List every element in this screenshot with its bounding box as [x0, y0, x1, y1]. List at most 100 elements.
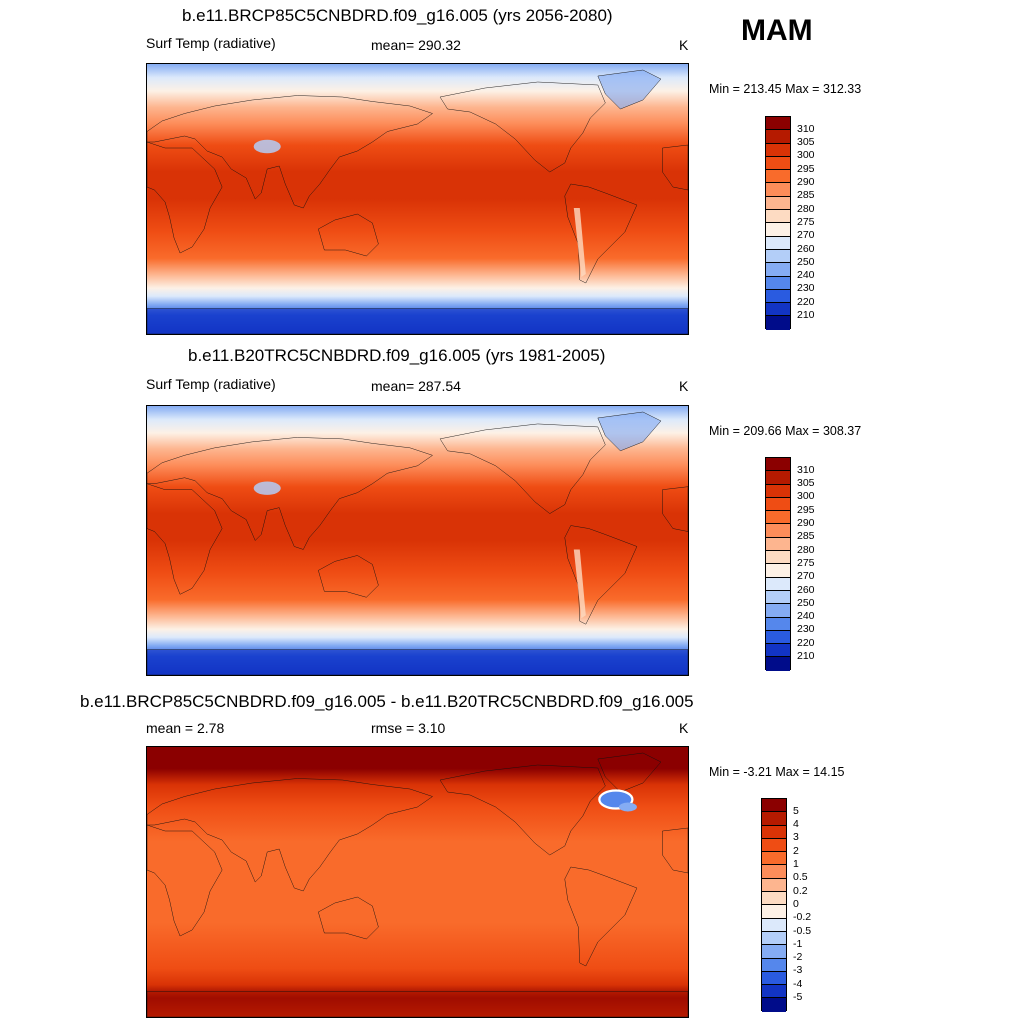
coastline	[565, 867, 637, 966]
colorbar-swatch	[766, 630, 790, 645]
panel-2-variable-label: Surf Temp (radiative)	[146, 376, 276, 392]
colorbar-tick-label: -0.2	[793, 911, 812, 924]
colorbar-swatch	[766, 511, 790, 525]
andes-cool-region	[573, 208, 586, 277]
ocean-field	[147, 64, 688, 334]
coastline	[662, 487, 688, 532]
panel-2-map	[146, 405, 689, 676]
colorbar-swatch	[766, 577, 790, 591]
colorbar-swatch	[766, 644, 790, 658]
panel-1-mean-label: mean= 290.32	[371, 37, 461, 53]
panel-3-mean-label: mean = 2.78	[146, 720, 225, 736]
colorbar-tick-label: 280	[797, 202, 815, 215]
panel-1-title: b.e11.BRCP85C5CNBDRD.f09_g16.005 (yrs 20…	[182, 6, 613, 25]
colorbar-swatch	[762, 865, 786, 879]
panel-3-rmse-label: rmse = 3.10	[371, 720, 446, 736]
colorbar-tick-label: 285	[797, 530, 815, 543]
north-atlantic-cooling-region	[618, 802, 637, 812]
colorbar-tick-label: 240	[797, 610, 815, 623]
colorbar-tick-label: 275	[797, 556, 815, 569]
colorbar-swatch	[766, 604, 790, 618]
colorbar-tick-label: 220	[797, 295, 815, 308]
colorbar-swatch	[766, 143, 790, 157]
colorbar-tick-label: 0.2	[793, 884, 808, 897]
tibetan-plateau-cold-region	[253, 139, 281, 154]
ocean-field	[147, 747, 688, 1017]
panel-3-map	[146, 746, 689, 1018]
coastline	[440, 82, 605, 172]
colorbar-swatch	[766, 524, 790, 538]
panel-2-units: K	[679, 378, 689, 394]
colorbar-swatch	[766, 170, 790, 184]
colorbar-tick-label: 290	[797, 517, 815, 529]
colorbar-tick-label: 220	[797, 636, 815, 649]
colorbar-tick-label: 210	[797, 309, 815, 321]
colorbar-swatch	[762, 799, 786, 813]
coastline	[147, 825, 222, 936]
colorbar-tick-label: 310	[797, 463, 815, 476]
colorbar-swatch	[762, 812, 786, 826]
colorbar-tick-label: 275	[797, 215, 815, 228]
panel-2-minmax: Min = 209.66 Max = 308.37	[709, 424, 862, 438]
colorbar-tick-label: 300	[797, 149, 815, 162]
colorbar-tick-label: 0	[793, 897, 799, 910]
coastline	[318, 214, 378, 256]
panel-2-mean-label: mean= 287.54	[371, 378, 461, 394]
colorbar-swatch	[766, 156, 790, 171]
colorbar-tick-label: 230	[797, 282, 815, 295]
colorbar-swatch	[766, 223, 790, 237]
colorbar-swatch	[766, 249, 790, 264]
colorbar-swatch	[766, 590, 790, 605]
coastline	[440, 424, 605, 514]
panel-1-variable-label: Surf Temp (radiative)	[146, 35, 276, 51]
coastline	[147, 437, 433, 549]
colorbar-swatch	[762, 998, 786, 1012]
colorbar-tick-label: -3	[793, 964, 803, 977]
colorbar-tick-label: 260	[797, 583, 815, 596]
panel-3-minmax: Min = -3.21 Max = 14.15	[709, 765, 845, 779]
colorbar-swatch	[762, 878, 786, 893]
coastline	[440, 765, 605, 855]
colorbar-tick-label: -1	[793, 937, 803, 950]
colorbar-tick-label: 300	[797, 490, 815, 503]
coastline	[598, 753, 661, 792]
coastline	[147, 992, 688, 1017]
colorbar-tick-label: 240	[797, 269, 815, 282]
colorbar-tick-label: 230	[797, 623, 815, 636]
colorbar-swatch	[762, 905, 786, 919]
colorbar-swatch	[762, 958, 786, 972]
colorbar-swatch	[762, 985, 786, 999]
colorbar-tick-label: -4	[793, 977, 803, 990]
colorbar-tick-label: 2	[793, 844, 799, 857]
colorbar-swatch	[762, 838, 786, 853]
panel-1-minmax: Min = 213.45 Max = 312.33	[709, 82, 862, 96]
colorbar-tick-label: 270	[797, 229, 815, 242]
colorbar-swatch	[766, 276, 790, 290]
coastline	[565, 526, 637, 625]
colorbar-swatch	[762, 825, 786, 839]
coastline	[598, 412, 661, 451]
colorbar-tick-label: 4	[793, 818, 799, 831]
tibetan-plateau-cold-region	[253, 481, 281, 495]
colorbar-tick-label: -2	[793, 951, 803, 964]
colorbar-tick-label: 250	[797, 255, 815, 268]
colorbar-tick-label: 285	[797, 189, 815, 202]
coastline	[147, 309, 688, 334]
colorbar-swatch	[762, 892, 786, 906]
colorbar-tick-label: -5	[793, 991, 803, 1003]
coastline	[147, 779, 433, 892]
colorbar-tick-label: 310	[797, 122, 815, 135]
colorbar-swatch	[766, 316, 790, 330]
colorbar-swatch	[762, 852, 786, 866]
colorbar-swatch	[766, 484, 790, 498]
colorbar-swatch	[766, 657, 790, 671]
colorbar-tick-label: 260	[797, 242, 815, 255]
andes-cool-region	[573, 549, 586, 619]
season-label: MAM	[741, 14, 813, 47]
panel-2-title: b.e11.B20TRC5CNBDRD.f09_g16.005 (yrs 198…	[188, 346, 606, 365]
colorbar-swatch	[762, 918, 786, 932]
coastline	[147, 96, 433, 209]
colorbar-tick-label: 290	[797, 176, 815, 188]
coastline	[565, 184, 637, 283]
colorbar-tick-label: 1	[793, 858, 799, 870]
